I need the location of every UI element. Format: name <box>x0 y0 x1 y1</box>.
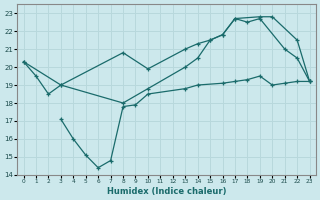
X-axis label: Humidex (Indice chaleur): Humidex (Indice chaleur) <box>107 187 226 196</box>
